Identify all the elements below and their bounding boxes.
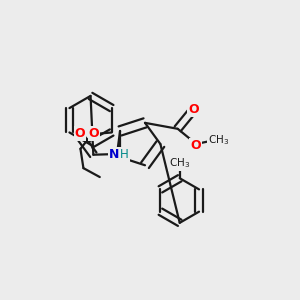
Text: H: H (120, 148, 129, 161)
Text: N: N (109, 148, 119, 161)
Text: O: O (75, 128, 85, 140)
Text: O: O (190, 139, 201, 152)
Text: O: O (88, 128, 99, 140)
Text: CH$_3$: CH$_3$ (208, 133, 229, 147)
Text: S: S (116, 151, 124, 164)
Text: O: O (188, 103, 199, 116)
Text: CH$_3$: CH$_3$ (169, 157, 190, 170)
